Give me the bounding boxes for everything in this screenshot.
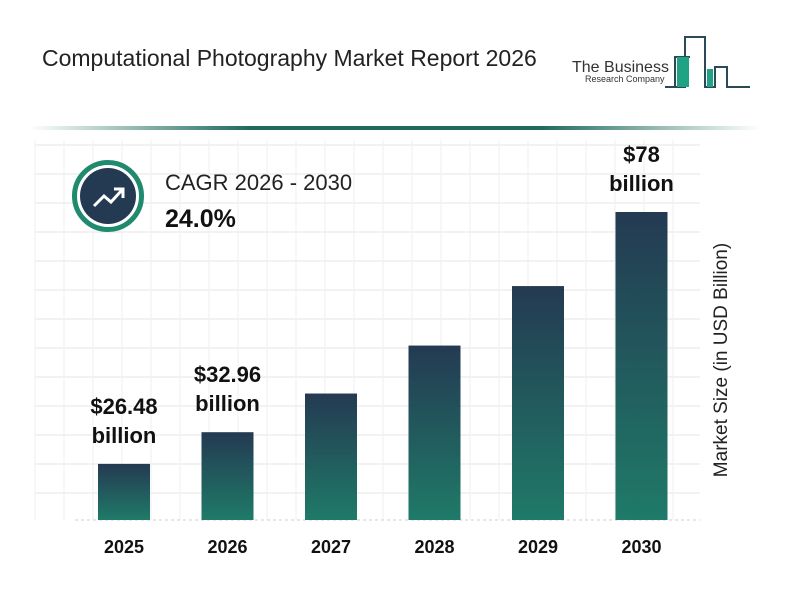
bar-2027 [305, 393, 357, 520]
cagr-label: CAGR 2026 - 2030 [165, 170, 353, 195]
data-label: $26.48 [90, 394, 157, 419]
x-tick-label: 2030 [621, 537, 661, 557]
logo-line1: The Business [572, 59, 669, 76]
bar-2030 [615, 212, 668, 520]
cagr-value: 24.0% [165, 205, 236, 233]
bar-2028 [408, 345, 461, 520]
company-logo: The Business Research Company [565, 32, 755, 97]
data-label: $32.96 [194, 362, 261, 387]
bar-2026 [201, 432, 254, 520]
data-label: billion [195, 391, 260, 416]
x-tick-label: 2028 [414, 537, 454, 557]
data-label: billion [92, 423, 157, 448]
bar-2029 [512, 286, 564, 520]
bar-2025 [98, 463, 150, 520]
x-tick-label: 2029 [518, 537, 558, 557]
data-label: billion [609, 171, 674, 196]
x-tick-label: 2025 [104, 537, 144, 557]
data-label: $78 [623, 142, 660, 167]
x-tick-label: 2026 [207, 537, 247, 557]
y-axis-label: Market Size (in USD Billion) [711, 242, 732, 478]
header-divider [30, 126, 760, 130]
logo-line2: Research Company [585, 74, 665, 84]
trending-up-icon [92, 187, 125, 208]
cagr-icon-badge [72, 160, 144, 232]
x-tick-label: 2027 [311, 537, 351, 557]
page-title: Computational Photography Market Report … [42, 45, 537, 71]
